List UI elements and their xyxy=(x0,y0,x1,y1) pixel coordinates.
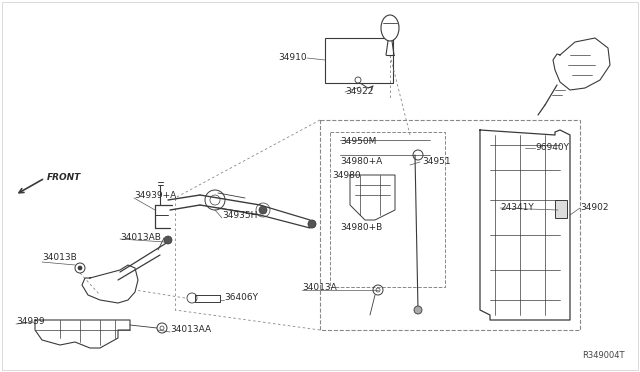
Text: FRONT: FRONT xyxy=(47,173,81,182)
Text: 96940Y: 96940Y xyxy=(535,144,569,153)
Circle shape xyxy=(78,266,82,270)
Text: 34013B: 34013B xyxy=(42,253,77,263)
Text: 34980+A: 34980+A xyxy=(340,157,382,167)
Circle shape xyxy=(259,206,267,214)
Text: 34939+A: 34939+A xyxy=(134,192,176,201)
Text: 34013AB: 34013AB xyxy=(120,232,161,241)
Text: 34013AA: 34013AA xyxy=(170,326,211,334)
Text: 34950M: 34950M xyxy=(340,138,376,147)
Bar xyxy=(330,132,445,287)
Bar xyxy=(325,38,393,83)
Circle shape xyxy=(164,236,172,244)
Ellipse shape xyxy=(381,15,399,41)
Text: 34902: 34902 xyxy=(580,203,609,212)
Bar xyxy=(555,200,567,218)
Text: 34910: 34910 xyxy=(278,54,307,62)
Text: 34980+B: 34980+B xyxy=(340,224,382,232)
Circle shape xyxy=(308,220,316,228)
Bar xyxy=(320,120,580,330)
Text: 34951: 34951 xyxy=(422,157,451,167)
Text: R349004T: R349004T xyxy=(582,351,625,360)
Text: 34939: 34939 xyxy=(16,317,45,327)
Text: 34013A: 34013A xyxy=(302,283,337,292)
Circle shape xyxy=(414,306,422,314)
Text: 34935H: 34935H xyxy=(222,212,257,221)
Text: 36406Y: 36406Y xyxy=(224,294,258,302)
Text: 34922: 34922 xyxy=(345,87,373,96)
Text: 34980: 34980 xyxy=(332,170,360,180)
Text: 24341Y: 24341Y xyxy=(500,203,534,212)
